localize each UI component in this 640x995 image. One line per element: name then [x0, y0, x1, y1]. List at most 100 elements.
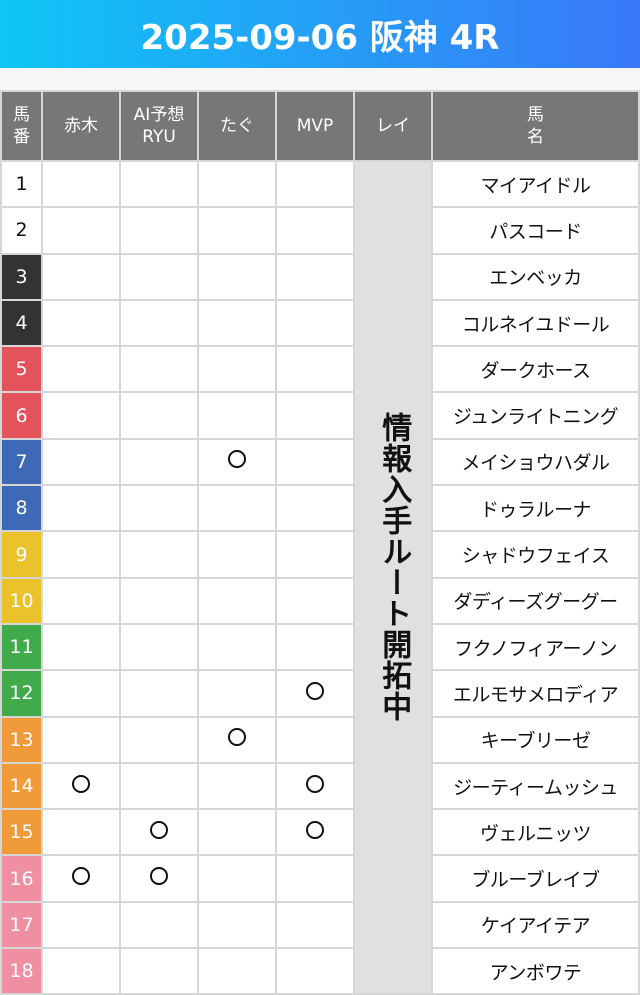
ai-mark-cell	[119, 530, 199, 579]
header-row: 馬 番 赤木 AI予想 RYU たぐ MVP レイ 馬 名	[0, 90, 640, 162]
horse-name: ブルーブレイブ	[431, 854, 640, 903]
mvp-mark-cell	[275, 252, 355, 301]
horse-name: ジーティームッシュ	[431, 761, 640, 811]
table-row: 16 ブルーブレイブ	[0, 854, 640, 903]
header-tagu: たぐ	[197, 90, 277, 162]
ai-mark-cell	[119, 252, 199, 301]
horse-number: 18	[0, 947, 43, 995]
mvp-mark-cell	[275, 761, 355, 811]
tagu-mark-cell	[197, 808, 277, 857]
circle-mark-icon	[306, 820, 324, 839]
horse-name: エンベッカ	[431, 252, 640, 301]
header-ai-ryu: AI予想 RYU	[119, 90, 199, 162]
table-row: 5 ダークホース	[0, 345, 640, 394]
mvp-mark-cell	[275, 622, 355, 672]
tagu-mark-cell	[197, 947, 277, 995]
table-row: 11 フクノフィアーノン	[0, 622, 640, 672]
spacer-strip	[0, 68, 640, 90]
horse-name: ダディーズグーグー	[431, 576, 640, 625]
circle-mark-icon	[150, 867, 168, 886]
horse-name: ケイアイテア	[431, 900, 640, 950]
horse-number: 14	[0, 761, 43, 811]
horse-number: 11	[0, 622, 43, 672]
akagi-mark-cell	[41, 854, 121, 903]
header-horse-name: 馬 名	[431, 90, 640, 162]
horse-number: 12	[0, 669, 43, 718]
ai-mark-cell	[119, 206, 199, 255]
mvp-mark-cell	[275, 854, 355, 903]
mvp-mark-cell	[275, 345, 355, 394]
horse-number: 16	[0, 854, 43, 903]
tagu-mark-cell	[197, 437, 277, 487]
akagi-mark-cell	[41, 715, 121, 764]
mvp-mark-cell	[275, 715, 355, 764]
table-row: 13 キーブリーゼ	[0, 715, 640, 764]
tagu-mark-cell	[197, 298, 277, 348]
horse-number: 3	[0, 252, 43, 301]
table-row: 2 パスコード	[0, 206, 640, 255]
akagi-mark-cell	[41, 669, 121, 718]
horse-number: 10	[0, 576, 43, 625]
table-row: 14 ジーティームッシュ	[0, 761, 640, 811]
mvp-mark-cell	[275, 947, 355, 995]
header-rei: レイ	[353, 90, 433, 162]
tagu-mark-cell	[197, 530, 277, 579]
akagi-mark-cell	[41, 530, 121, 579]
ai-mark-cell	[119, 576, 199, 625]
table-row: 8 ドゥラルーナ	[0, 484, 640, 533]
table-row: 12 エルモサメロディア	[0, 669, 640, 718]
ai-mark-cell	[119, 900, 199, 950]
horse-number: 15	[0, 808, 43, 857]
horse-name: ヴェルニッツ	[431, 808, 640, 857]
ai-mark-cell	[119, 484, 199, 533]
akagi-mark-cell	[41, 947, 121, 995]
mvp-mark-cell	[275, 669, 355, 718]
ai-mark-cell	[119, 808, 199, 857]
tagu-mark-cell	[197, 854, 277, 903]
rei-note: 情報入手ルート開拓中	[376, 412, 412, 722]
horse-name: エルモサメロディア	[431, 669, 640, 718]
header-mvp: MVP	[275, 90, 355, 162]
mvp-mark-cell	[275, 298, 355, 348]
circle-mark-icon	[72, 774, 90, 793]
tagu-mark-cell	[197, 900, 277, 950]
ai-mark-cell	[119, 345, 199, 394]
akagi-mark-cell	[41, 900, 121, 950]
horse-name: コルネイユドール	[431, 298, 640, 348]
tagu-mark-cell	[197, 576, 277, 625]
ai-mark-cell	[119, 437, 199, 487]
akagi-mark-cell	[41, 808, 121, 857]
horse-number: 7	[0, 437, 43, 487]
tagu-mark-cell	[197, 761, 277, 811]
akagi-mark-cell	[41, 484, 121, 533]
tagu-mark-cell	[197, 345, 277, 394]
tagu-mark-cell	[197, 669, 277, 718]
mvp-mark-cell	[275, 808, 355, 857]
mvp-mark-cell	[275, 484, 355, 533]
circle-mark-icon	[306, 681, 324, 700]
circle-mark-icon	[306, 774, 324, 793]
table-row: 15 ヴェルニッツ	[0, 808, 640, 857]
tagu-mark-cell	[197, 715, 277, 764]
akagi-mark-cell	[41, 345, 121, 394]
horse-number: 2	[0, 206, 43, 255]
horse-name: ドゥラルーナ	[431, 484, 640, 533]
akagi-mark-cell	[41, 298, 121, 348]
ai-mark-cell	[119, 715, 199, 764]
horse-name: ジュンライトニング	[431, 391, 640, 440]
tagu-mark-cell	[197, 484, 277, 533]
horse-number: 9	[0, 530, 43, 579]
table-row: 18 アンボワテ	[0, 947, 640, 995]
horse-name: アンボワテ	[431, 947, 640, 995]
mvp-mark-cell	[275, 159, 355, 209]
table-row: 17 ケイアイテア	[0, 900, 640, 950]
ai-mark-cell	[119, 391, 199, 440]
rei-note-cell: 情報入手ルート開拓中	[353, 159, 433, 995]
horse-name: メイショウハダル	[431, 437, 640, 487]
ai-mark-cell	[119, 854, 199, 903]
horse-number: 8	[0, 484, 43, 533]
horse-number: 1	[0, 159, 43, 209]
horse-number: 4	[0, 298, 43, 348]
horse-number: 5	[0, 345, 43, 394]
horse-name: パスコード	[431, 206, 640, 255]
